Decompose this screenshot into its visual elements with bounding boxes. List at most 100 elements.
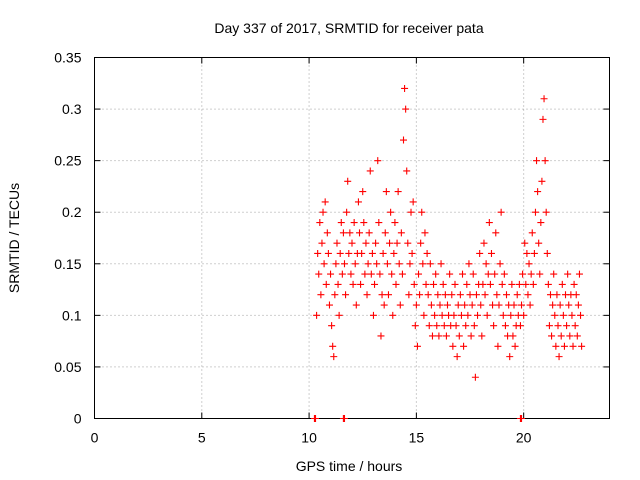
- data-point: [422, 280, 430, 288]
- data-point: [463, 280, 471, 288]
- data-point: [404, 239, 412, 247]
- data-point: [560, 342, 568, 350]
- grid: [94, 57, 610, 419]
- data-point: [336, 249, 344, 257]
- data-point: [523, 249, 531, 257]
- plot-frame: [94, 57, 610, 419]
- data-point: [334, 280, 342, 288]
- y-tick-label: 0.25: [54, 153, 81, 169]
- data-point: [441, 291, 449, 299]
- data-point: [550, 270, 558, 278]
- data-point: [339, 229, 347, 237]
- data-point: [501, 322, 509, 330]
- data-point: [465, 260, 473, 268]
- data-point: [526, 301, 534, 309]
- data-point: [346, 229, 354, 237]
- data-point: [324, 249, 332, 257]
- axis-ticks: [94, 57, 610, 419]
- data-point: [313, 311, 321, 319]
- data-point: [507, 311, 515, 319]
- data-point: [442, 332, 450, 340]
- data-point: [431, 311, 439, 319]
- data-point: [513, 291, 521, 299]
- data-point: [573, 332, 581, 340]
- data-point: [518, 415, 526, 422]
- data-point: [400, 136, 407, 144]
- data-point: [476, 249, 484, 257]
- data-point: [571, 322, 579, 330]
- data-point: [516, 322, 524, 330]
- y-tick-label: 0.3: [62, 101, 82, 117]
- data-point: [332, 260, 340, 268]
- data-point: [345, 249, 353, 257]
- data-point: [320, 260, 328, 268]
- data-point: [477, 301, 485, 309]
- data-point: [421, 229, 429, 237]
- data-point: [317, 291, 325, 299]
- chart-title: Day 337 of 2017, SRMTID for receiver pat…: [214, 20, 483, 36]
- data-point: [351, 260, 359, 268]
- data-point: [558, 280, 566, 288]
- data-point: [388, 270, 396, 278]
- data-point: [374, 157, 382, 165]
- data-point: [489, 301, 497, 309]
- data-point: [386, 239, 394, 247]
- data-point: [572, 291, 580, 299]
- data-point: [508, 280, 516, 288]
- data-point: [549, 301, 557, 309]
- data-point: [528, 229, 536, 237]
- data-point: [393, 239, 401, 247]
- data-point: [415, 270, 423, 278]
- y-tick-label: 0.05: [54, 359, 81, 375]
- data-point: [366, 167, 374, 175]
- data-point: [403, 167, 411, 175]
- data-point: [396, 301, 404, 309]
- data-point: [536, 270, 544, 278]
- data-point: [493, 291, 501, 299]
- data-point: [349, 280, 357, 288]
- y-axis-label: SRMTID / TECUs: [6, 183, 22, 293]
- data-point: [390, 249, 398, 257]
- data-point: [379, 249, 387, 257]
- data-point: [402, 105, 410, 113]
- data-point: [452, 322, 460, 330]
- data-point: [343, 208, 351, 216]
- data-point: [371, 280, 379, 288]
- data-point: [322, 280, 330, 288]
- data-point: [381, 229, 389, 237]
- data-point: [433, 322, 441, 330]
- data-point: [365, 229, 373, 237]
- data-point: [522, 280, 530, 288]
- data-point: [565, 301, 573, 309]
- data-point: [378, 291, 386, 299]
- x-tick-label: 20: [516, 430, 532, 446]
- data-point: [394, 188, 402, 196]
- data-point: [451, 280, 459, 288]
- data-point: [529, 280, 537, 288]
- data-point: [479, 280, 487, 288]
- data-point: [515, 280, 523, 288]
- data-point: [575, 270, 583, 278]
- data-point: [369, 311, 377, 319]
- data-point: [459, 270, 467, 278]
- data-point: [398, 270, 406, 278]
- data-point: [454, 301, 462, 309]
- data-point: [377, 332, 385, 340]
- data-point: [539, 115, 547, 123]
- data-point: [482, 260, 490, 268]
- data-point: [478, 332, 486, 340]
- y-tick-label: 0.15: [54, 256, 81, 272]
- data-point: [525, 260, 533, 268]
- data-point: [552, 342, 560, 350]
- data-point: [499, 311, 507, 319]
- data-point: [328, 322, 336, 330]
- data-point: [344, 177, 352, 185]
- data-point: [342, 291, 350, 299]
- data-point: [356, 229, 364, 237]
- data-point: [570, 280, 578, 288]
- data-point: [392, 280, 400, 288]
- data-point: [519, 270, 527, 278]
- x-tick-label: 15: [409, 430, 425, 446]
- data-point: [542, 208, 550, 216]
- data-point: [535, 239, 543, 247]
